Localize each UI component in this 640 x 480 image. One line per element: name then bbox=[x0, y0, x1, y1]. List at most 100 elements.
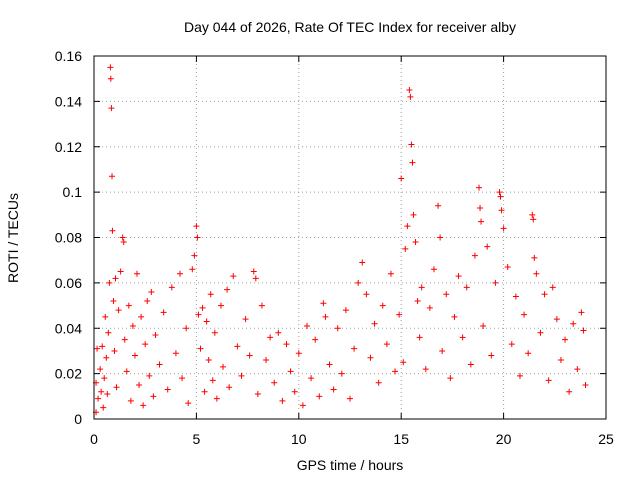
data-point bbox=[416, 334, 423, 341]
data-point bbox=[570, 320, 577, 327]
data-point bbox=[109, 227, 116, 234]
data-point bbox=[152, 332, 159, 339]
data-point bbox=[435, 202, 442, 209]
y-tick-label: 0.16 bbox=[55, 48, 82, 64]
data-point bbox=[144, 298, 151, 305]
y-tick-label: 0.06 bbox=[55, 275, 82, 291]
data-point bbox=[217, 302, 224, 309]
grid bbox=[94, 56, 606, 419]
y-tick-label: 0.02 bbox=[55, 366, 82, 382]
data-point bbox=[371, 320, 378, 327]
data-point bbox=[476, 184, 483, 191]
data-point bbox=[102, 313, 109, 320]
data-point bbox=[504, 263, 511, 270]
data-point bbox=[463, 284, 470, 291]
data-point bbox=[580, 327, 587, 334]
data-point bbox=[203, 318, 210, 325]
data-point bbox=[121, 336, 128, 343]
data-point bbox=[179, 375, 186, 382]
data-point bbox=[238, 372, 245, 379]
data-point bbox=[316, 393, 323, 400]
data-point bbox=[488, 352, 495, 359]
data-points bbox=[93, 64, 589, 416]
data-point bbox=[398, 175, 405, 182]
data-point bbox=[287, 368, 294, 375]
data-point bbox=[242, 316, 249, 323]
data-point bbox=[363, 291, 370, 298]
data-point bbox=[443, 291, 450, 298]
data-point bbox=[125, 302, 132, 309]
y-tick-label: 0 bbox=[74, 411, 82, 427]
y-axis-label: ROTI / TECUs bbox=[5, 193, 21, 283]
data-point bbox=[254, 391, 261, 398]
data-point bbox=[342, 307, 349, 314]
data-point bbox=[375, 379, 382, 386]
data-point bbox=[119, 234, 126, 241]
data-point bbox=[477, 205, 484, 212]
data-point bbox=[392, 368, 399, 375]
y-tick-label: 0.04 bbox=[55, 320, 82, 336]
data-point bbox=[207, 291, 214, 298]
data-point bbox=[516, 372, 523, 379]
data-point bbox=[406, 87, 413, 94]
data-point bbox=[541, 291, 548, 298]
data-point bbox=[326, 361, 333, 368]
data-point bbox=[275, 329, 282, 336]
data-point bbox=[138, 313, 145, 320]
data-point bbox=[120, 239, 127, 246]
data-point bbox=[414, 298, 421, 305]
data-point bbox=[101, 375, 108, 382]
data-point bbox=[194, 234, 201, 241]
data-point bbox=[193, 223, 200, 230]
axis-ticks: 0 5 10 15 20 25 0 0.02 0.04 0.06 0.08 0.1 0.12 0.14 0.… bbox=[55, 48, 614, 447]
x-tick-label: 15 bbox=[393, 431, 409, 447]
data-point bbox=[279, 397, 286, 404]
data-point bbox=[115, 307, 122, 314]
data-point bbox=[408, 141, 415, 148]
data-point bbox=[295, 350, 302, 357]
data-point bbox=[484, 243, 491, 250]
data-point bbox=[99, 343, 106, 350]
data-point bbox=[291, 388, 298, 395]
data-point bbox=[347, 395, 353, 402]
data-point bbox=[104, 391, 111, 398]
data-point bbox=[103, 354, 110, 361]
data-point bbox=[134, 270, 141, 277]
data-point bbox=[396, 311, 403, 318]
data-point bbox=[480, 322, 487, 329]
data-point bbox=[404, 223, 411, 230]
data-point bbox=[402, 245, 409, 252]
data-point bbox=[220, 363, 227, 370]
data-point bbox=[146, 372, 153, 379]
data-point bbox=[412, 239, 419, 246]
data-point bbox=[533, 270, 540, 277]
data-point bbox=[246, 352, 253, 359]
data-point bbox=[123, 368, 130, 375]
data-point bbox=[131, 352, 138, 359]
data-point bbox=[226, 384, 233, 391]
data-point bbox=[530, 216, 537, 223]
data-point bbox=[234, 343, 241, 350]
data-point bbox=[129, 322, 136, 329]
data-point bbox=[258, 302, 265, 309]
data-point bbox=[107, 75, 114, 82]
data-point bbox=[209, 377, 216, 384]
data-point bbox=[164, 386, 171, 393]
data-point bbox=[553, 316, 560, 323]
data-point bbox=[94, 345, 101, 352]
data-point bbox=[105, 329, 112, 336]
data-point bbox=[308, 375, 315, 382]
data-point bbox=[359, 259, 366, 266]
data-point bbox=[537, 329, 544, 336]
data-point bbox=[189, 266, 196, 273]
data-point bbox=[160, 309, 167, 316]
data-point bbox=[148, 288, 155, 295]
data-point bbox=[110, 298, 117, 305]
data-point bbox=[303, 322, 310, 329]
data-point bbox=[367, 354, 374, 361]
data-point bbox=[582, 381, 589, 388]
data-point bbox=[492, 279, 499, 286]
data-point bbox=[140, 402, 147, 409]
data-point bbox=[334, 325, 341, 332]
data-point bbox=[549, 284, 556, 291]
